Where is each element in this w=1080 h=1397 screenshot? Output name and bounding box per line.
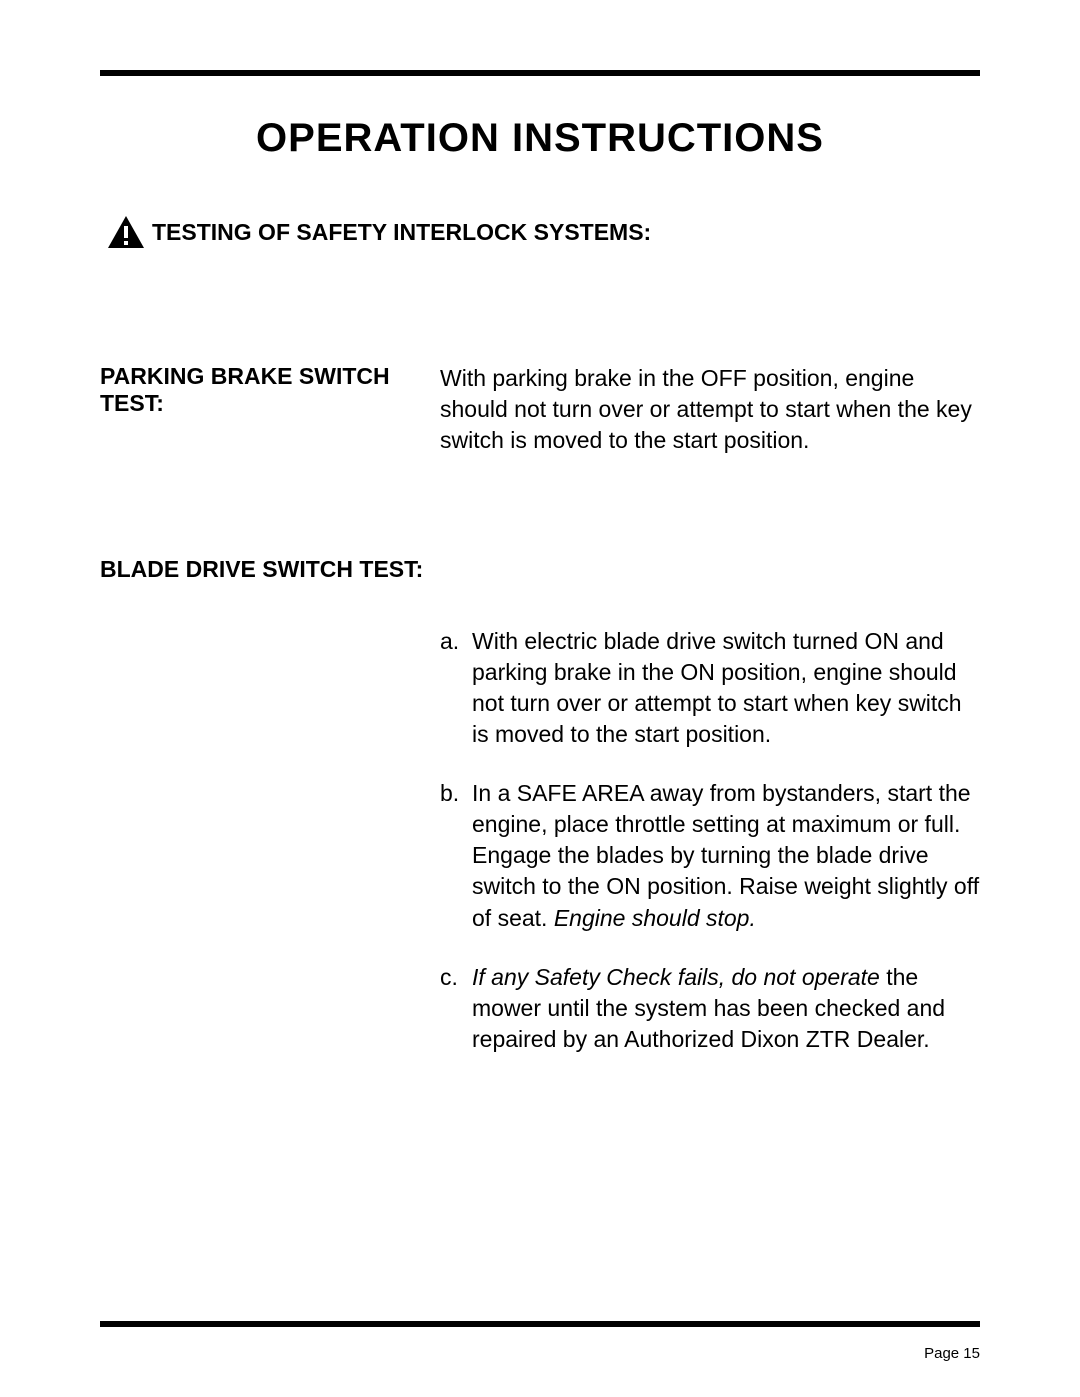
blade-drive-body: a. With electric blade drive switch turn… (440, 556, 980, 1083)
bottom-rule (100, 1321, 980, 1327)
list-text-b: In a SAFE AREA away from bystanders, sta… (472, 778, 980, 933)
list-text-c-italic: If any Safety Check fails, do not operat… (472, 964, 880, 990)
parking-brake-body: With parking brake in the OFF position, … (440, 363, 980, 456)
list-item: c. If any Safety Check fails, do not ope… (440, 962, 980, 1055)
section-header: TESTING OF SAFETY INTERLOCK SYSTEMS: (108, 216, 980, 248)
list-item: a. With electric blade drive switch turn… (440, 626, 980, 750)
page-container: OPERATION INSTRUCTIONS TESTING OF SAFETY… (0, 0, 1080, 1397)
list-text-c: If any Safety Check fails, do not operat… (472, 962, 980, 1055)
list-marker-a: a. (440, 626, 472, 750)
warning-icon (108, 216, 144, 248)
section-header-text: TESTING OF SAFETY INTERLOCK SYSTEMS: (152, 219, 651, 246)
page-number: Page 15 (924, 1345, 980, 1362)
list-marker-b: b. (440, 778, 472, 933)
list-text-a: With electric blade drive switch turned … (472, 626, 980, 750)
list-marker-c: c. (440, 962, 472, 1055)
blade-drive-list: a. With electric blade drive switch turn… (440, 626, 980, 1055)
parking-brake-label: PARKING BRAKE SWITCH TEST: (100, 363, 440, 456)
list-item: b. In a SAFE AREA away from bystanders, … (440, 778, 980, 933)
blade-drive-label: BLADE DRIVE SWITCH TEST: (100, 556, 440, 1083)
list-text-b-italic: Engine should stop. (554, 905, 756, 931)
page-title: OPERATION INSTRUCTIONS (100, 116, 980, 161)
blade-drive-test: BLADE DRIVE SWITCH TEST: a. With electri… (100, 556, 980, 1083)
parking-brake-test: PARKING BRAKE SWITCH TEST: With parking … (100, 363, 980, 456)
top-rule (100, 70, 980, 76)
